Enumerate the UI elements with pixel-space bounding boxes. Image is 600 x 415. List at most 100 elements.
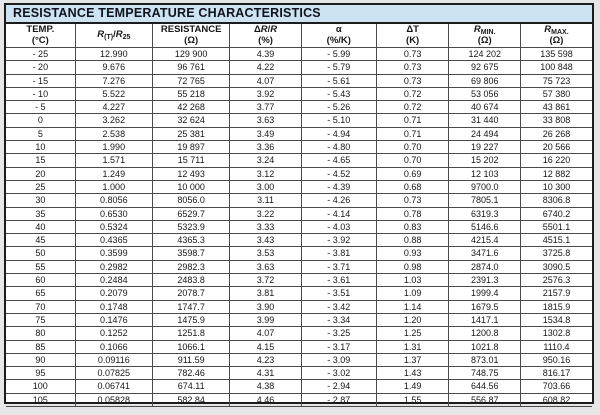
table-cell-alpha: - 4.03 — [300, 219, 377, 235]
table-cell-ratio: 1.249 — [74, 166, 153, 181]
table-cell-resistance: 15 711 — [151, 153, 231, 168]
table-cell-r-max: 26 268 — [519, 126, 592, 142]
table-row: 70 0.1748 1747.7 3.90- 3.42 1.14 1679.5 1815.9 — [6, 299, 592, 314]
table-row: 95 0.07825 782.46 4.31- 3.02 1.43 748.75 816.1… — [6, 366, 592, 381]
table-header: TEMP. (°C) R(T)/R25 RESISTANCE (Ω) ΔR/R (%) α (%… — [6, 24, 592, 48]
table-cell-alpha: - 3.92 — [300, 233, 377, 248]
table-cell-r-min: 5146.6 — [448, 219, 521, 235]
table-cell-ratio: 1.571 — [74, 153, 153, 168]
table-cell-delta-t: 0.71 — [375, 113, 450, 128]
column-header-temp: TEMP. (°C) — [6, 24, 76, 48]
table-cell-r-min: 1999.4 — [448, 286, 521, 301]
table-cell-alpha: - 3.34 — [300, 312, 377, 328]
table-cell-r-min: 4215.4 — [448, 233, 521, 248]
table-cell-ratio: 0.8056 — [74, 193, 153, 208]
table-cell-r-min: 40 674 — [448, 100, 521, 115]
table-cell-ratio: 0.2079 — [74, 286, 153, 301]
table-cell-resistance: 2982.3 — [151, 259, 231, 275]
table-cell-delta-r-r: 3.22 — [229, 206, 302, 221]
table-cell-r-min: 53 056 — [448, 86, 521, 102]
table-cell-ratio: 0.1066 — [74, 339, 153, 354]
table-row: 60 0.2484 2483.8 3.72- 3.61 1.03 2391.3 2576.3 — [6, 273, 592, 288]
table-cell-r-max: 3725.8 — [519, 246, 592, 261]
table-cell-r-max: 10 300 — [519, 179, 592, 195]
table-cell-r-min: 2874.0 — [448, 259, 521, 275]
table-row: 50 0.3599 3598.7 3.53- 3.81 0.93 3471.6 3725.8 — [6, 246, 592, 261]
table-cell-ratio: 0.05828 — [74, 392, 153, 408]
table-cell-temp: 85 — [6, 339, 76, 354]
characteristics-table-frame: RESISTANCE TEMPERATURE CHARACTERISTICS T… — [4, 3, 594, 408]
table-cell-resistance: 582.84 — [151, 392, 231, 408]
table-row: - 25 12.990 129 900 4.39- 5.99 0.73 124 202 13… — [6, 46, 592, 62]
table-cell-r-max: 135 598 — [519, 46, 592, 62]
table-cell-r-min: 556.87 — [448, 392, 521, 408]
table-cell-temp: 100 — [6, 379, 76, 394]
table-row: 40 0.5324 5323.9 3.33- 4.03 0.83 5146.6 5501.1 — [6, 219, 592, 235]
table-cell-ratio: 0.1252 — [74, 326, 153, 341]
table-row: 15 1.571 15 711 3.24- 4.65 0.70 15 202 16 220 — [6, 153, 592, 168]
table-cell-delta-r-r: 3.12 — [229, 166, 302, 181]
table-cell-delta-t: 1.20 — [375, 312, 450, 328]
table-cell-delta-r-r: 3.63 — [229, 113, 302, 128]
table-cell-alpha: - 3.71 — [300, 259, 377, 275]
table-cell-alpha: - 4.65 — [300, 153, 377, 168]
table-cell-r-min: 873.01 — [448, 352, 521, 368]
table-cell-delta-t: 0.73 — [375, 193, 450, 208]
table-cell-resistance: 4365.3 — [151, 233, 231, 248]
table-cell-delta-t: 0.98 — [375, 259, 450, 275]
table-cell-r-max: 8306.8 — [519, 193, 592, 208]
table-row: 30 0.8056 8056.0 3.11- 4.26 0.73 7805.1 8306.8 — [6, 193, 592, 208]
table-row: 100 0.06741 674.11 4.38- 2.94 1.49 644.56 703.… — [6, 379, 592, 394]
table-cell-temp: 90 — [6, 352, 76, 368]
table-cell-delta-r-r: 3.92 — [229, 86, 302, 102]
table-row: - 10 5.522 55 218 3.92- 5.43 0.72 53 056 57 38… — [6, 86, 592, 102]
table-cell-r-min: 748.75 — [448, 366, 521, 381]
table-cell-delta-r-r: 3.99 — [229, 312, 302, 328]
table-cell-temp: - 10 — [6, 86, 76, 102]
table-cell-ratio: 5.522 — [74, 86, 153, 102]
table-cell-ratio: 0.1476 — [74, 312, 153, 328]
table-cell-delta-t: 0.73 — [375, 46, 450, 62]
table-cell-r-min: 12 103 — [448, 166, 521, 181]
table-cell-alpha: - 5.61 — [300, 73, 377, 88]
table-cell-ratio: 0.07825 — [74, 366, 153, 381]
table-cell-delta-t: 1.09 — [375, 286, 450, 301]
table-cell-ratio: 0.2484 — [74, 273, 153, 288]
table-cell-temp: 40 — [6, 219, 76, 235]
table-row: 35 0.6530 6529.7 3.22- 4.14 0.78 6319.3 6740.2 — [6, 206, 592, 221]
column-header-resistance: RESISTANCE (Ω) — [151, 24, 231, 48]
table-cell-temp: 60 — [6, 273, 76, 288]
table-cell-r-min: 3471.6 — [448, 246, 521, 261]
table-cell-temp: 10 — [6, 140, 76, 155]
table-cell-temp: - 5 — [6, 100, 76, 115]
column-header-delta-r-r: ΔR/R (%) — [229, 24, 302, 48]
table-cell-resistance: 1066.1 — [151, 339, 231, 354]
table-cell-temp: 50 — [6, 246, 76, 261]
table-cell-temp: 30 — [6, 193, 76, 208]
table-cell-delta-t: 0.83 — [375, 219, 450, 235]
table-cell-delta-r-r: 3.49 — [229, 126, 302, 142]
table-cell-r-max: 816.17 — [519, 366, 592, 381]
table-cell-ratio: 12.990 — [74, 46, 153, 62]
table-cell-temp: 35 — [6, 206, 76, 221]
table-cell-r-max: 33 808 — [519, 113, 592, 128]
table-cell-alpha: - 5.43 — [300, 86, 377, 102]
table-cell-r-max: 1815.9 — [519, 299, 592, 314]
table-cell-delta-t: 0.73 — [375, 73, 450, 88]
table-cell-resistance: 55 218 — [151, 86, 231, 102]
table-cell-resistance: 1747.7 — [151, 299, 231, 314]
table-cell-resistance: 3598.7 — [151, 246, 231, 261]
table-cell-delta-t: 1.43 — [375, 366, 450, 381]
table-cell-temp: 45 — [6, 233, 76, 248]
table-cell-r-min: 1021.8 — [448, 339, 521, 354]
table-cell-r-min: 31 440 — [448, 113, 521, 128]
table-cell-alpha: - 4.14 — [300, 206, 377, 221]
table-row: 10 1.990 19 897 3.36- 4.80 0.70 19 227 20 566 — [6, 140, 592, 155]
table-cell-delta-t: 0.70 — [375, 153, 450, 168]
table-cell-delta-t: 0.69 — [375, 166, 450, 181]
table-cell-delta-t: 0.88 — [375, 233, 450, 248]
table-cell-r-min: 124 202 — [448, 46, 521, 62]
table-cell-alpha: - 2.94 — [300, 379, 377, 394]
table-cell-delta-r-r: 3.43 — [229, 233, 302, 248]
